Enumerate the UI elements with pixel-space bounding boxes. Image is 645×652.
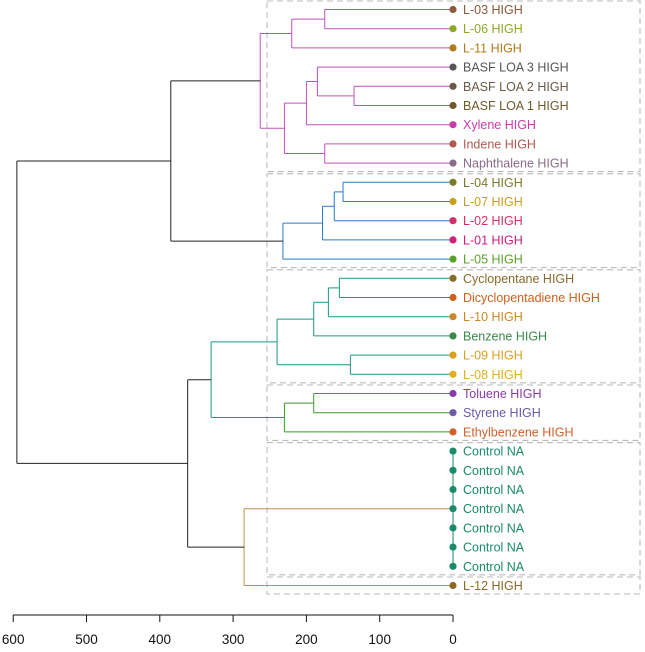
leaf-label: Dicyclopentadiene HIGH [463, 291, 600, 305]
leaf-marker [449, 197, 457, 206]
leaf-marker [449, 370, 457, 378]
leaf-label: L-04 HIGH [463, 176, 523, 190]
x-tick-label: 300 [222, 632, 245, 647]
leaf-label: Ethylbenzene HIGH [463, 425, 573, 439]
x-tick-label: 600 [2, 632, 25, 647]
leaf-marker [449, 44, 457, 52]
leaf-label: Benzene HIGH [463, 329, 547, 343]
leaf-marker [449, 82, 457, 90]
leaf-marker [449, 389, 457, 398]
leaf-marker [449, 217, 457, 225]
leaf-label: BASF LOA 1 HIGH [463, 99, 569, 113]
cluster-box-1 [266, 0, 641, 173]
leaf-label: Toluene HIGH [463, 387, 542, 401]
leaf-label: L-10 HIGH [463, 310, 523, 324]
leaf-label: L-01 HIGH [463, 233, 523, 247]
leaf-label: L-06 HIGH [463, 22, 523, 36]
leaf-marker [449, 581, 457, 590]
leaf-marker [449, 25, 457, 33]
leaf-label: L-11 HIGH [463, 41, 522, 55]
leaf-label: Control NA [463, 502, 525, 516]
leaf-labels: L-03 HIGH L-06 HIGH L-11 HIGH BASF LOA 3 HI… [449, 3, 600, 593]
leaf-label: Control NA [463, 541, 525, 555]
leaf-marker [449, 5, 457, 14]
leaf-label: L-07 HIGH [463, 195, 523, 209]
leaf-label: Naphthalene HIGH [463, 157, 569, 171]
leaf-label: Xylene HIGH [463, 118, 536, 132]
leaf-marker [449, 428, 457, 436]
leaf-marker [449, 505, 457, 513]
x-tick-label: 100 [368, 632, 391, 647]
x-tick-label: 400 [149, 632, 172, 647]
leaf-marker [449, 121, 457, 129]
leaf-marker [449, 447, 457, 455]
leaf-label: Control NA [463, 464, 525, 478]
leaf-marker [449, 466, 457, 474]
x-tick-label: 500 [75, 632, 98, 647]
x-axis: 600 500 400 300 200 100 0 [2, 614, 457, 647]
x-tick-label: 0 [449, 632, 457, 647]
cluster-box-4 [266, 384, 641, 441]
leaf-label: Indene HIGH [463, 137, 536, 151]
leaf-marker [449, 255, 457, 263]
leaf-label: BASF LOA 3 HIGH [463, 61, 569, 75]
leaf-label: L-12 HIGH [463, 579, 523, 593]
leaf-label: BASF LOA 2 HIGH [463, 80, 569, 94]
leaf-label: Styrene HIGH [463, 406, 541, 420]
leaf-marker [449, 274, 457, 282]
leaf-label: L-05 HIGH [463, 253, 523, 267]
leaf-marker [449, 543, 457, 551]
leaf-marker [449, 485, 457, 494]
leaf-marker [449, 332, 457, 340]
leaf-marker [449, 140, 457, 148]
leaf-label: Control NA [463, 445, 525, 459]
leaf-marker [449, 159, 457, 167]
leaf-label: L-03 HIGH [463, 3, 523, 17]
leaf-marker [449, 101, 457, 110]
cluster-box-3 [266, 269, 641, 384]
leaf-marker [449, 178, 457, 186]
leaf-marker [449, 562, 457, 570]
leaf-marker [449, 236, 457, 244]
leaf-label: Control NA [463, 483, 525, 497]
leaf-marker [449, 524, 457, 532]
cluster-box-2 [266, 173, 641, 269]
x-tick-label: 200 [295, 632, 318, 647]
dendrogram-branches [16, 9, 454, 586]
leaf-label: Control NA [463, 521, 525, 535]
leaf-marker [449, 293, 457, 302]
leaf-label: Control NA [463, 560, 525, 574]
leaf-label: L-08 HIGH [463, 368, 523, 382]
leaf-marker [449, 409, 457, 417]
leaf-label: Cyclopentane HIGH [463, 272, 574, 286]
leaf-marker [449, 351, 457, 359]
leaf-label: L-02 HIGH [463, 214, 523, 228]
leaf-label: L-09 HIGH [463, 349, 523, 363]
leaf-marker [449, 313, 457, 321]
leaf-marker [449, 63, 457, 71]
